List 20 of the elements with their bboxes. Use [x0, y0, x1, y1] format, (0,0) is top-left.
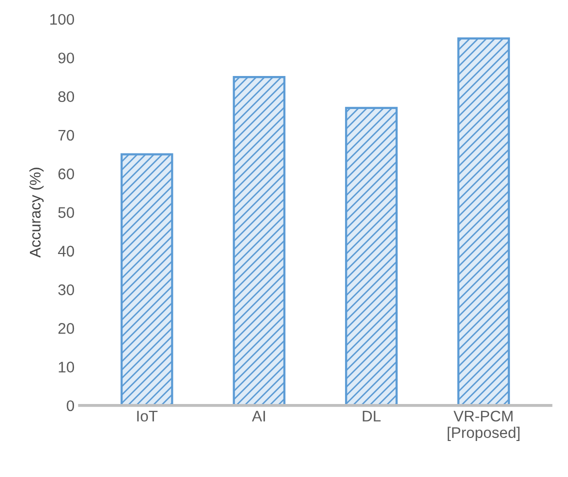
bar: [120, 153, 174, 406]
y-tick-label: 90: [58, 52, 74, 64]
y-tick-label: 80: [58, 91, 74, 102]
bar: [345, 106, 398, 406]
y-tick-label: 10: [58, 362, 74, 372]
bar: [457, 37, 510, 406]
y-axis-title: Accuracy (%): [29, 168, 44, 258]
x-tick-label: AI: [252, 410, 265, 422]
x-tick-label: VR-PCM [Proposed]: [448, 410, 520, 442]
y-tick-label: 0: [66, 400, 74, 412]
y-tick-label: 50: [58, 207, 74, 218]
x-tick-label: IoT: [137, 410, 158, 422]
y-tick-label: 30: [58, 284, 74, 296]
y-tick-label: 70: [58, 130, 74, 141]
y-tick-label: 100: [50, 14, 74, 25]
y-tick-label: 60: [58, 168, 74, 180]
x-tick-label: DL: [362, 410, 381, 422]
y-tick-label: 20: [58, 323, 74, 334]
y-tick-label: 40: [58, 246, 74, 257]
bar: [232, 76, 286, 406]
